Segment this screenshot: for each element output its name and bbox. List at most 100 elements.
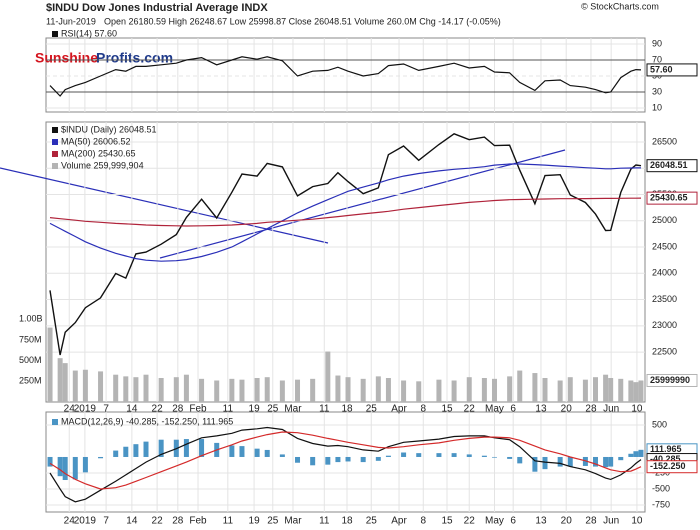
volume-bar xyxy=(532,373,538,402)
volume-bar xyxy=(567,377,573,402)
volume-bar xyxy=(133,377,139,402)
x-tick-label: 10 xyxy=(631,516,643,527)
x-tick-label: May xyxy=(485,404,504,415)
volume-bar xyxy=(416,381,422,402)
volume-bar xyxy=(264,377,270,402)
volume-bar xyxy=(401,380,407,402)
x-tick-label: Mar xyxy=(284,516,302,527)
volume-bar xyxy=(113,374,119,402)
x-tick-label: Mar xyxy=(284,404,302,415)
volume-bar xyxy=(279,380,285,402)
macd-histogram-bar xyxy=(532,456,538,472)
value-badge-label: 25430.65 xyxy=(650,193,688,203)
macd-histogram-bar xyxy=(229,445,235,457)
value-badge-label: 26048.51 xyxy=(650,160,688,170)
x-tick-label: 7 xyxy=(103,516,109,527)
macd-histogram-bar xyxy=(491,456,497,458)
volume-bar xyxy=(98,371,104,402)
y-tick-label: -750 xyxy=(652,499,670,509)
volume-bar xyxy=(62,363,68,402)
x-tick-label: 25 xyxy=(267,404,279,415)
macd-histogram-bar xyxy=(375,456,381,461)
series-line xyxy=(49,56,642,97)
logo-profits: Profits.com xyxy=(96,50,173,66)
macd-frame xyxy=(45,411,646,513)
macd-histogram-bar xyxy=(608,456,614,467)
legend-entry: Volume 259,999,904 xyxy=(61,160,144,170)
volume-bar xyxy=(82,369,88,402)
y-tick-label: 26500 xyxy=(652,136,677,146)
macd-histogram-bar xyxy=(295,456,301,463)
x-tick-label: 15 xyxy=(441,516,453,527)
legend-entry: MA(200) 25430.65 xyxy=(61,148,136,158)
rsi-frame xyxy=(45,37,646,113)
macd-histogram-bar xyxy=(62,456,68,481)
macd-histogram-bar xyxy=(507,456,513,459)
volume-bar xyxy=(466,377,472,402)
value-badge-label: 111.965 xyxy=(650,444,682,454)
x-tick-label: Feb xyxy=(189,404,207,415)
x-tick-label: Jun xyxy=(603,516,619,527)
x-tick-label: 22 xyxy=(464,404,476,415)
x-tick-label: 28 xyxy=(172,516,184,527)
volume-bar xyxy=(557,380,563,402)
volume-bar xyxy=(158,378,164,402)
series-line xyxy=(49,163,641,262)
macd-histogram-bar xyxy=(567,456,573,467)
macd-histogram-bar xyxy=(593,456,599,467)
logo-sunshine: Sunshine xyxy=(35,50,98,66)
volume-bar xyxy=(633,382,639,402)
macd-histogram-bar xyxy=(481,455,487,457)
y-tick-label: 24000 xyxy=(652,268,677,278)
series-line xyxy=(49,197,642,227)
value-badge xyxy=(646,191,698,205)
volume-bar xyxy=(542,378,548,402)
macd-histogram-bar xyxy=(82,456,88,473)
value-badge-label: -152.250 xyxy=(650,461,686,471)
y-tick-label: 24500 xyxy=(652,241,677,251)
legend-entry: MACD(12,26,9) -40.285, -152.250, 111.965 xyxy=(61,416,233,426)
legend-swatch xyxy=(52,419,58,425)
x-tick-label: 20 xyxy=(561,516,573,527)
volume-bar xyxy=(173,377,179,402)
x-tick-label: 28 xyxy=(585,404,597,415)
legend-swatch xyxy=(52,139,58,145)
legend-entry: $INDU (Daily) 26048.51 xyxy=(61,124,157,134)
macd-histogram-bar xyxy=(517,456,523,464)
volume-bar xyxy=(618,378,624,402)
macd-histogram-bar xyxy=(133,444,139,457)
value-badge xyxy=(646,159,698,173)
x-tick-label: 11 xyxy=(319,404,330,415)
macd-histogram-bar xyxy=(582,456,588,466)
volume-bar xyxy=(385,378,391,402)
x-tick-label: 11 xyxy=(223,404,234,415)
x-tick-label: 24 xyxy=(64,404,76,415)
macd-histogram-bar xyxy=(466,454,472,457)
y-tick-label: 500 xyxy=(652,419,667,429)
macd-histogram-bar xyxy=(603,456,609,468)
macd-histogram-bar xyxy=(335,456,341,463)
x-tick-label: 20 xyxy=(561,404,573,415)
series-line xyxy=(49,426,642,503)
x-tick-label: 10 xyxy=(631,404,643,415)
x-tick-label: 6 xyxy=(510,516,516,527)
legend-swatch xyxy=(52,31,58,37)
x-tick-label: 19 xyxy=(249,516,261,527)
volume-bar xyxy=(239,379,245,402)
volume-bar xyxy=(436,379,442,402)
x-tick-label: 28 xyxy=(172,404,184,415)
volume-bar xyxy=(325,351,331,402)
y-tick-label: 10 xyxy=(652,102,662,112)
x-tick-label: May xyxy=(485,516,504,527)
y-tick-label: 22500 xyxy=(652,346,677,356)
volume-bar xyxy=(47,327,53,402)
x-tick-label: 2019 xyxy=(74,516,97,527)
volume-bar xyxy=(335,375,341,402)
x-tick-label: 14 xyxy=(126,516,138,527)
x-tick-label: 7 xyxy=(103,404,109,415)
x-tick-label: 11 xyxy=(319,516,330,527)
macd-histogram-bar xyxy=(557,456,563,467)
macd-histogram-bar xyxy=(98,456,104,459)
macd-histogram-bar xyxy=(47,456,53,467)
